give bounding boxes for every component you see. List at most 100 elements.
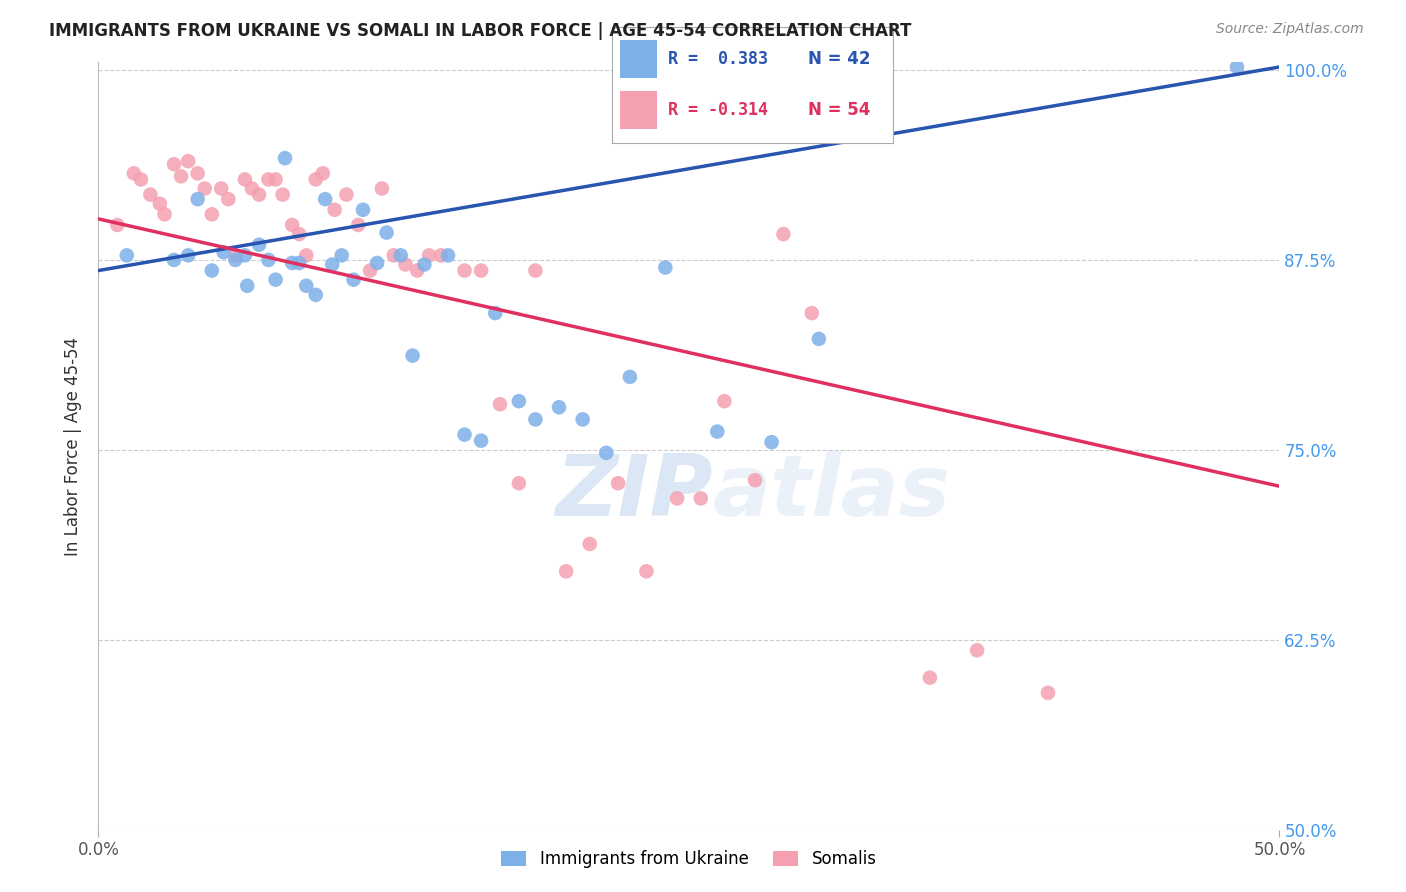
FancyBboxPatch shape [620, 91, 657, 128]
Point [170, 169, 193, 184]
Point [389, 248, 412, 262]
Point [470, 434, 492, 448]
Point [918, 671, 941, 685]
Point [201, 207, 224, 221]
Point [761, 435, 783, 450]
Point [163, 157, 186, 171]
Text: N = 42: N = 42 [808, 50, 870, 68]
Point [129, 172, 152, 186]
Point [194, 181, 217, 195]
Point [489, 397, 512, 411]
Point [105, 218, 128, 232]
Point [484, 306, 506, 320]
Point [264, 273, 287, 287]
Point [470, 263, 492, 277]
Point [437, 248, 460, 262]
Point [257, 172, 280, 186]
Point [394, 257, 416, 271]
Point [288, 227, 311, 241]
Point [247, 237, 270, 252]
Point [281, 256, 304, 270]
Point [149, 196, 172, 211]
Point [453, 427, 475, 442]
Point [323, 202, 346, 217]
Point [772, 227, 794, 241]
Point [209, 181, 232, 195]
Point [224, 248, 246, 262]
Point [744, 473, 766, 487]
Point [619, 370, 641, 384]
Point [406, 263, 429, 277]
Point [1226, 60, 1249, 74]
Point [800, 306, 823, 320]
Point [371, 181, 394, 195]
Point [1036, 686, 1059, 700]
Text: Source: ZipAtlas.com: Source: ZipAtlas.com [1216, 22, 1364, 37]
Point [689, 491, 711, 506]
Text: IMMIGRANTS FROM UKRAINE VS SOMALI IN LABOR FORCE | AGE 45-54 CORRELATION CHART: IMMIGRANTS FROM UKRAINE VS SOMALI IN LAB… [49, 22, 911, 40]
Point [654, 260, 676, 275]
Point [281, 218, 304, 232]
Point [807, 332, 830, 346]
Point [187, 192, 209, 206]
Point [666, 491, 689, 506]
Point [548, 401, 571, 415]
Legend: Immigrants from Ukraine, Somalis: Immigrants from Ukraine, Somalis [495, 844, 883, 875]
Text: R = -0.314: R = -0.314 [668, 102, 768, 120]
Point [508, 394, 530, 409]
Point [257, 252, 280, 267]
Point [330, 248, 353, 262]
Point [305, 288, 328, 302]
Text: N = 54: N = 54 [808, 102, 870, 120]
Point [413, 257, 436, 271]
Point [453, 263, 475, 277]
Point [312, 166, 335, 180]
Point [607, 476, 630, 491]
Point [295, 278, 318, 293]
Point [401, 349, 423, 363]
Text: R =  0.383: R = 0.383 [668, 50, 768, 68]
Point [595, 446, 617, 460]
Point [217, 192, 239, 206]
Point [508, 476, 530, 491]
Point [430, 248, 453, 262]
Point [366, 256, 388, 270]
Text: ZIP: ZIP [555, 450, 713, 533]
Point [524, 412, 547, 426]
Point [555, 564, 578, 578]
Point [524, 263, 547, 277]
Point [240, 181, 263, 195]
Point [163, 252, 186, 267]
Point [236, 278, 259, 293]
Point [177, 154, 200, 169]
Point [139, 187, 162, 202]
Point [347, 218, 370, 232]
Text: atlas: atlas [713, 450, 950, 533]
Point [177, 248, 200, 262]
Point [224, 252, 246, 267]
Point [274, 151, 297, 165]
Y-axis label: In Labor Force | Age 45-54: In Labor Force | Age 45-54 [65, 336, 83, 556]
Point [212, 245, 235, 260]
Point [233, 248, 256, 262]
Point [187, 166, 209, 180]
Point [359, 263, 381, 277]
Point [636, 564, 658, 578]
Point [295, 248, 318, 262]
Point [418, 248, 440, 262]
Point [382, 248, 405, 262]
Point [305, 172, 328, 186]
Point [122, 166, 145, 180]
Point [335, 187, 357, 202]
Point [966, 643, 988, 657]
Point [352, 202, 374, 217]
Point [247, 187, 270, 202]
Point [288, 256, 311, 270]
Point [706, 425, 728, 439]
Point [578, 537, 600, 551]
Point [153, 207, 176, 221]
Point [264, 172, 287, 186]
Point [321, 257, 343, 271]
Point [375, 226, 398, 240]
Point [115, 248, 138, 262]
